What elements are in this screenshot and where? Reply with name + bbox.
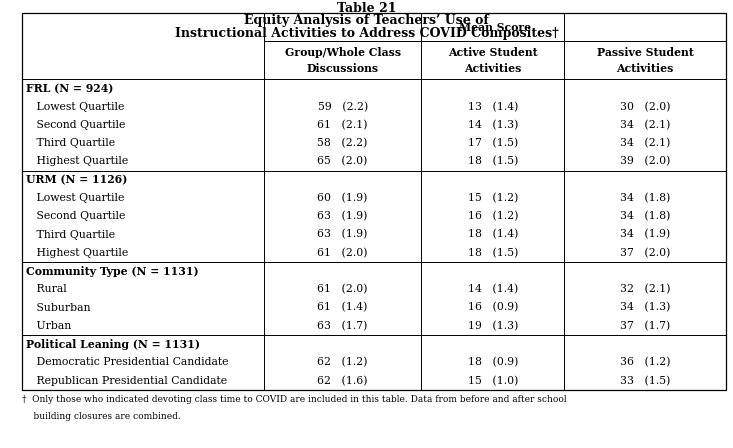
Text: Second Quartile: Second Quartile bbox=[26, 120, 125, 130]
Text: FRL (N = 924): FRL (N = 924) bbox=[26, 83, 113, 94]
Text: 16   (0.9): 16 (0.9) bbox=[468, 302, 518, 313]
Text: 61   (2.0): 61 (2.0) bbox=[317, 248, 368, 258]
Text: 39   (2.0): 39 (2.0) bbox=[620, 156, 670, 167]
Text: 18   (1.5): 18 (1.5) bbox=[468, 156, 518, 167]
Text: Lowest Quartile: Lowest Quartile bbox=[26, 102, 124, 112]
Text: Highest Quartile: Highest Quartile bbox=[26, 248, 128, 258]
Text: 34   (1.8): 34 (1.8) bbox=[620, 211, 670, 221]
Text: 59   (2.2): 59 (2.2) bbox=[317, 102, 368, 112]
Text: 17   (1.5): 17 (1.5) bbox=[468, 138, 518, 148]
Text: 14   (1.3): 14 (1.3) bbox=[468, 120, 518, 130]
Text: Suburban: Suburban bbox=[26, 302, 90, 313]
Bar bbox=[22, 13, 726, 390]
Text: 34   (1.3): 34 (1.3) bbox=[620, 302, 670, 313]
Text: Lowest Quartile: Lowest Quartile bbox=[26, 193, 124, 203]
Text: 62   (1.6): 62 (1.6) bbox=[317, 375, 368, 386]
Text: 37   (1.7): 37 (1.7) bbox=[620, 321, 670, 331]
Text: 37   (2.0): 37 (2.0) bbox=[620, 248, 670, 258]
Text: Second Quartile: Second Quartile bbox=[26, 211, 125, 221]
Text: Republican Presidential Candidate: Republican Presidential Candidate bbox=[26, 375, 226, 386]
Text: 18   (1.5): 18 (1.5) bbox=[468, 248, 518, 258]
Text: 58   (2.2): 58 (2.2) bbox=[317, 138, 368, 148]
Text: 34   (2.1): 34 (2.1) bbox=[620, 138, 670, 148]
Text: Instructional Activities to Address COVID Composites†: Instructional Activities to Address COVI… bbox=[174, 27, 559, 40]
Text: 32   (2.1): 32 (2.1) bbox=[620, 284, 670, 294]
Text: Highest Quartile: Highest Quartile bbox=[26, 156, 128, 167]
Text: 63   (1.7): 63 (1.7) bbox=[317, 321, 368, 331]
Text: Activities: Activities bbox=[616, 63, 674, 74]
Text: 61   (1.4): 61 (1.4) bbox=[317, 302, 368, 313]
Text: 34   (1.8): 34 (1.8) bbox=[620, 193, 670, 203]
Text: 61   (2.0): 61 (2.0) bbox=[317, 284, 368, 294]
Text: 14   (1.4): 14 (1.4) bbox=[468, 284, 518, 294]
Text: Equity Analysis of Teachers’ Use of: Equity Analysis of Teachers’ Use of bbox=[244, 14, 489, 27]
Text: 34   (2.1): 34 (2.1) bbox=[620, 120, 670, 130]
Text: 63   (1.9): 63 (1.9) bbox=[317, 211, 368, 221]
Text: 15   (1.2): 15 (1.2) bbox=[468, 193, 518, 203]
Text: Group/Whole Class: Group/Whole Class bbox=[284, 47, 401, 58]
Text: †  Only those who indicated devoting class time to COVID are included in this ta: † Only those who indicated devoting clas… bbox=[22, 395, 567, 404]
Text: 18   (1.4): 18 (1.4) bbox=[468, 229, 518, 240]
Text: Democratic Presidential Candidate: Democratic Presidential Candidate bbox=[26, 358, 228, 367]
Text: Table 21: Table 21 bbox=[336, 2, 397, 15]
Text: Community Type (N = 1131): Community Type (N = 1131) bbox=[26, 266, 199, 276]
Text: Third Quartile: Third Quartile bbox=[26, 138, 115, 148]
Text: 33   (1.5): 33 (1.5) bbox=[620, 375, 670, 386]
Text: 18   (0.9): 18 (0.9) bbox=[468, 357, 518, 367]
Text: building closures are combined.: building closures are combined. bbox=[22, 412, 181, 421]
Text: 62   (1.2): 62 (1.2) bbox=[317, 357, 368, 367]
Text: 65   (2.0): 65 (2.0) bbox=[317, 156, 368, 167]
Text: 60   (1.9): 60 (1.9) bbox=[317, 193, 368, 203]
Text: Passive Student: Passive Student bbox=[597, 47, 693, 58]
Text: 15   (1.0): 15 (1.0) bbox=[468, 375, 518, 386]
Text: 16   (1.2): 16 (1.2) bbox=[468, 211, 518, 221]
Text: Active Student: Active Student bbox=[448, 47, 538, 58]
Text: 63   (1.9): 63 (1.9) bbox=[317, 229, 368, 240]
Text: 36   (1.2): 36 (1.2) bbox=[620, 357, 670, 367]
Text: Discussions: Discussions bbox=[306, 63, 379, 74]
Text: Urban: Urban bbox=[26, 321, 71, 331]
Text: 34   (1.9): 34 (1.9) bbox=[620, 229, 670, 240]
Text: 30   (2.0): 30 (2.0) bbox=[620, 102, 670, 112]
Text: URM (N = 1126): URM (N = 1126) bbox=[26, 174, 127, 185]
Text: 13   (1.4): 13 (1.4) bbox=[468, 102, 518, 112]
Text: 61   (2.1): 61 (2.1) bbox=[317, 120, 368, 130]
Text: Activities: Activities bbox=[464, 63, 522, 74]
Text: Mean Score: Mean Score bbox=[459, 22, 531, 33]
Text: Political Leaning (N = 1131): Political Leaning (N = 1131) bbox=[26, 339, 199, 349]
Text: 19   (1.3): 19 (1.3) bbox=[468, 321, 518, 331]
Text: Rural: Rural bbox=[26, 284, 67, 294]
Text: Third Quartile: Third Quartile bbox=[26, 229, 115, 240]
